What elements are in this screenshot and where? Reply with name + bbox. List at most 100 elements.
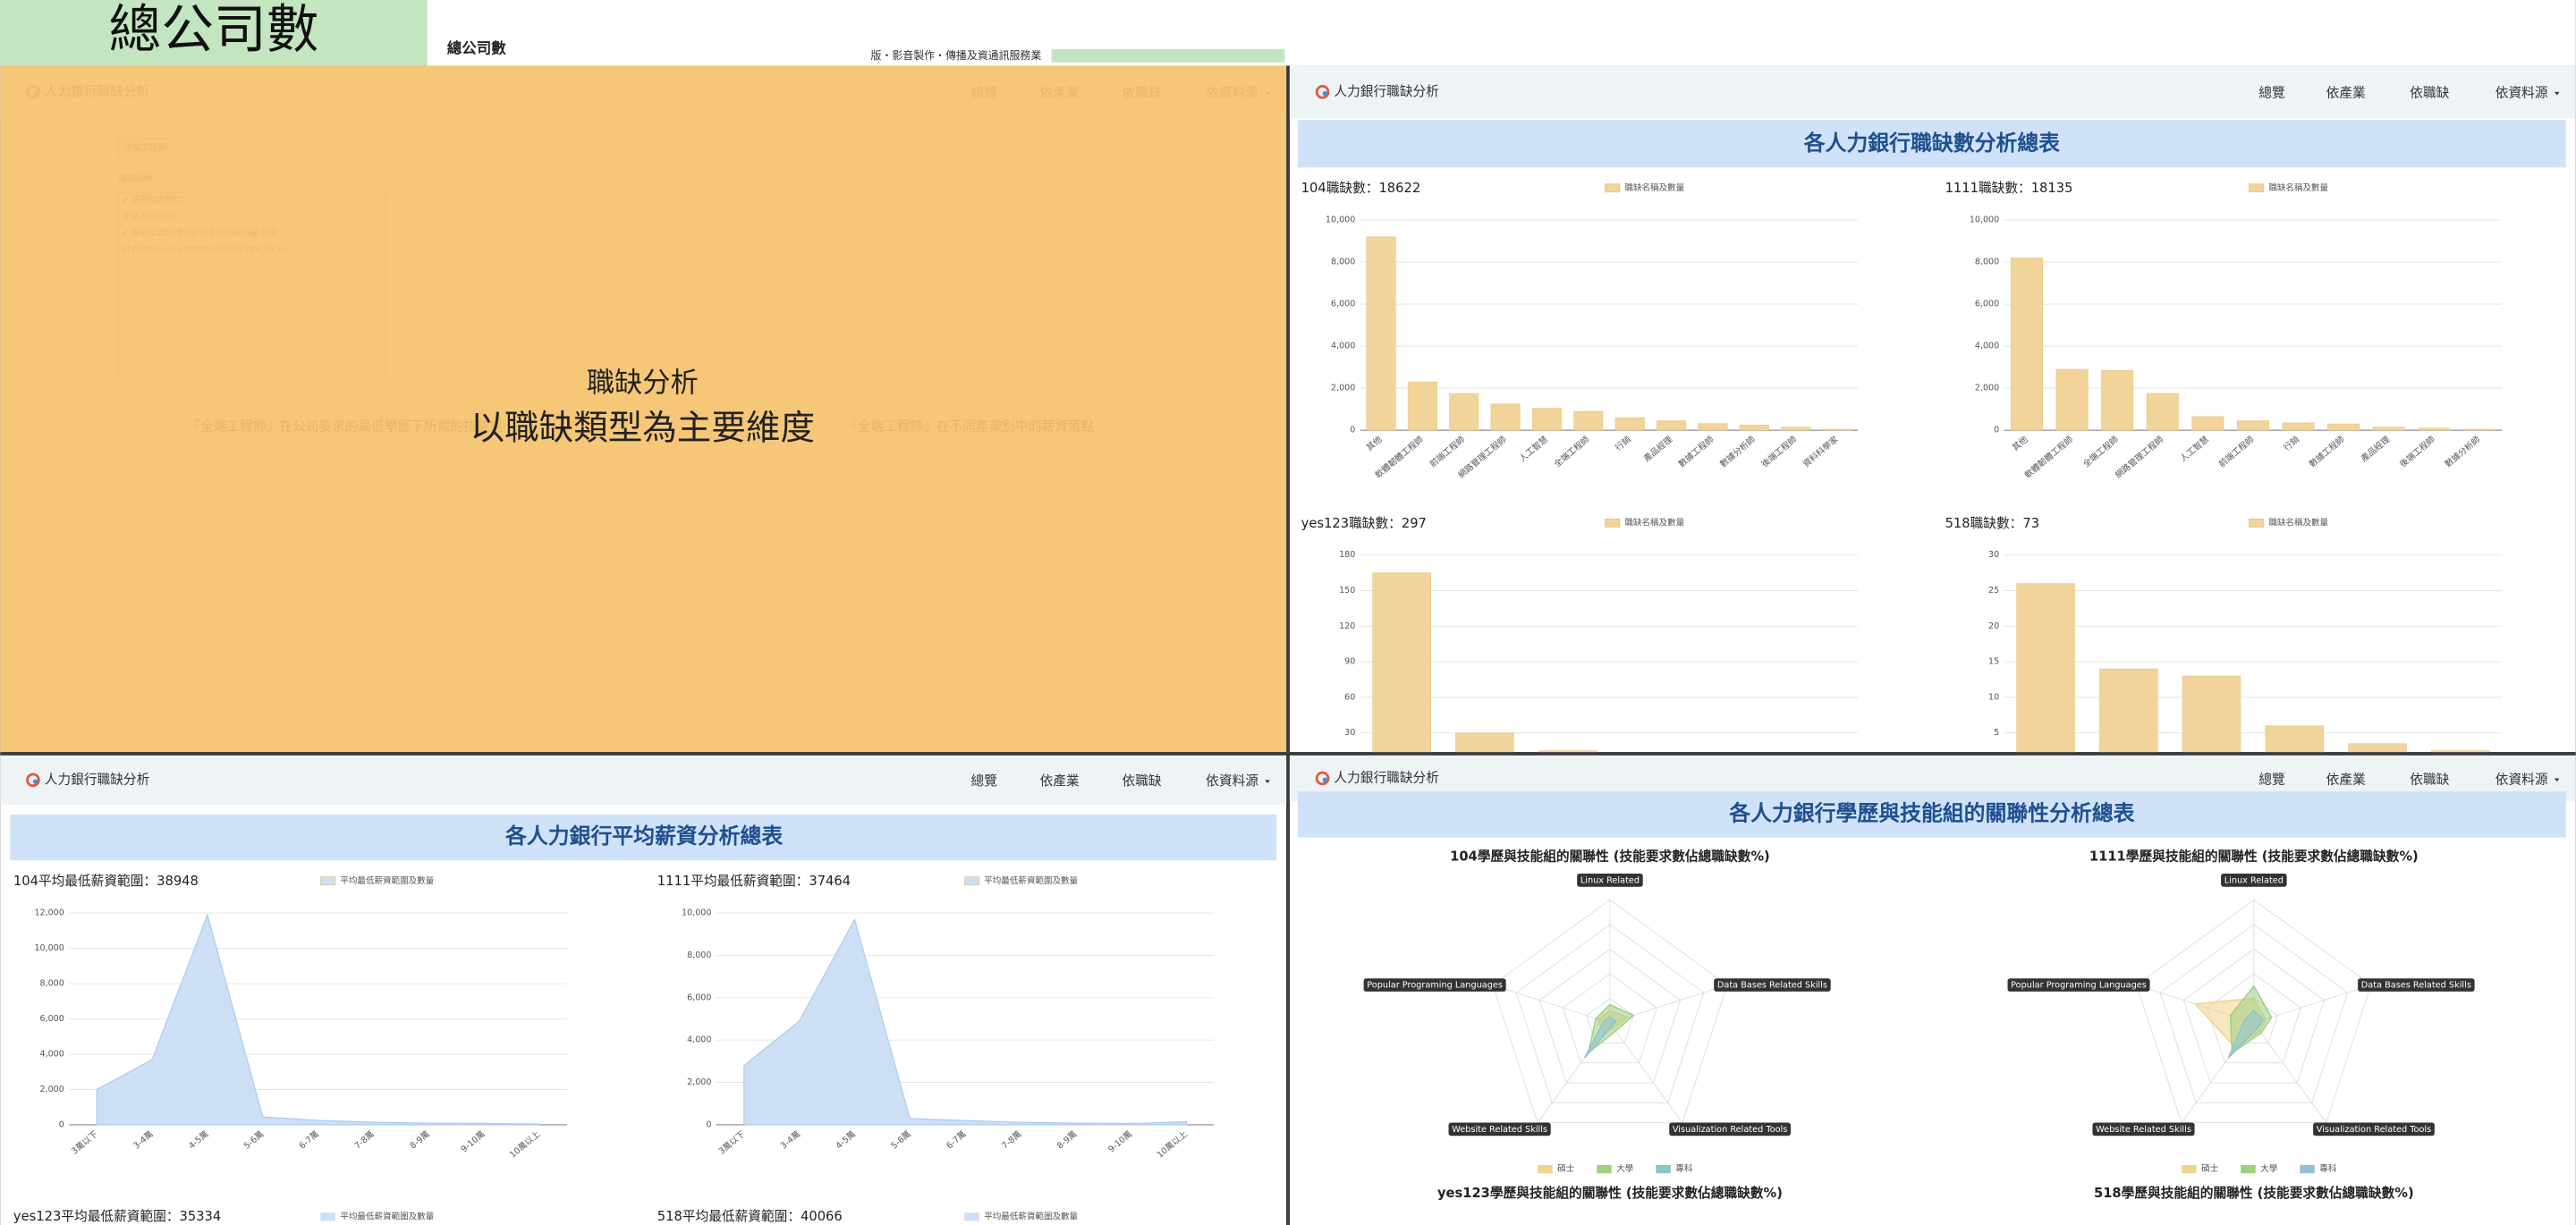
nav-item[interactable]: 總覽 — [2258, 85, 2285, 101]
legend-swatch — [2241, 1164, 2256, 1174]
legend-swatch — [1605, 519, 1621, 528]
top-bar — [1051, 49, 1285, 63]
bar — [2418, 427, 2451, 431]
radar-axis-label: Website Related Skills — [2096, 1125, 2191, 1135]
y-tick-label: 10 — [1988, 692, 1999, 702]
y-tick-label: 0 — [59, 1119, 64, 1129]
nav-item[interactable]: 依職缺 — [1123, 773, 1162, 789]
radar-ring — [2159, 924, 2349, 1103]
legend-swatch — [320, 1212, 335, 1221]
y-tick-label: 4,000 — [1975, 342, 1999, 351]
chart-label: 1111平均最低薪資範圍：37464 — [657, 873, 851, 889]
overlay-line2: 以職缺類型為主要維度 — [470, 409, 815, 449]
bar — [1614, 417, 1645, 431]
radar-axis-label: Visualization Related Tools — [2317, 1125, 2431, 1135]
radar-label-box — [2221, 873, 2287, 887]
bar — [1739, 425, 1769, 431]
section-title-bar — [10, 814, 1277, 861]
radar-label-box — [2092, 1122, 2195, 1136]
radar-title: 104學歷與技能組的關聯性 (技能要求數佔總職缺數%) — [1450, 849, 1770, 865]
dropdown-caret — [2554, 91, 2560, 96]
legend-text: 職缺名稱及數量 — [1624, 182, 1684, 193]
nav-brand: 人力銀行職缺分析 — [45, 772, 150, 787]
bar — [2146, 393, 2179, 431]
nav-item[interactable]: 依產業 — [2326, 772, 2366, 787]
nav-item[interactable]: 依產業 — [2326, 86, 2366, 101]
nav-item[interactable]: 總覽 — [971, 773, 998, 789]
y-tick-label: 60 — [1344, 692, 1355, 702]
bar — [2431, 750, 2490, 753]
radar-axis — [1492, 984, 1611, 1024]
y-tick-label: 20 — [1988, 621, 1999, 631]
nav-item[interactable]: 依資料源 — [1206, 773, 1258, 789]
nav-item[interactable]: 依產業 — [1040, 773, 1080, 789]
y-tick-label: 8,000 — [1331, 258, 1355, 267]
y-tick-label: 5 — [1994, 728, 1999, 738]
radar-axis-label: Popular Programing Languages — [1367, 981, 1503, 991]
radar-axis — [2253, 1022, 2327, 1123]
radar-axis-label: Linux Related — [2224, 875, 2284, 885]
legend-swatch — [963, 876, 980, 886]
y-tick-label: 2,000 — [687, 1077, 711, 1087]
radar-axis-label: Data Bases Related Skills — [2361, 981, 2471, 991]
legend-text: 碩士 — [2201, 1163, 2219, 1174]
logo — [1315, 85, 1330, 99]
logo-dot — [32, 779, 38, 784]
nav-item[interactable]: 依職缺 — [2410, 772, 2449, 787]
logo-dot — [1322, 90, 1328, 97]
legend-text: 碩士 — [1557, 1163, 1575, 1174]
y-tick-label: 0 — [706, 1119, 711, 1129]
bar — [2372, 427, 2405, 431]
chart-label: 104職缺數：18622 — [1301, 181, 1421, 196]
legend-text: 職缺名稱及數量 — [1624, 517, 1684, 528]
radar-label-box — [1363, 978, 1506, 992]
top-title: 總公司數 — [108, 0, 318, 60]
legend-text: 平均最低薪資範圍及數量 — [984, 875, 1078, 886]
y-tick-label: 120 — [1339, 621, 1355, 631]
radar-title: 518學歷與技能組的關聯性 (技能要求數佔總職缺數%) — [2094, 1185, 2414, 1201]
radar-label-box — [2313, 1122, 2435, 1136]
section-title: 各人力銀行平均薪資分析總表 — [504, 824, 783, 849]
section-title: 各人力銀行職缺數分析總表 — [1803, 131, 2060, 156]
y-tick-label: 25 — [1988, 586, 1999, 596]
nav-item[interactable]: 總覽 — [2258, 771, 2285, 787]
nav-item[interactable]: 依資料源 — [2496, 86, 2548, 101]
bar — [1366, 236, 1396, 431]
y-tick-label: 4,000 — [40, 1050, 64, 1060]
radar-label-box — [1448, 1122, 1551, 1136]
y-tick-label: 6,000 — [40, 1014, 64, 1024]
chart-label: 1111職缺數：18135 — [1945, 181, 2073, 196]
radar-ring — [2182, 948, 2325, 1084]
bar — [1538, 750, 1597, 753]
panel-overview: 人力銀行職缺分析總覽依產業依職缺依資料源全端工程師職缺說明：✔ 搜尋指定職位:全… — [0, 65, 1287, 753]
bar — [2348, 743, 2407, 753]
bar — [1449, 393, 1479, 431]
legend-swatch — [2300, 1164, 2315, 1174]
y-tick-label: 2,000 — [1975, 384, 1999, 393]
bar — [1455, 732, 1514, 753]
y-tick-label: 180 — [1339, 550, 1355, 560]
logo — [1315, 771, 1330, 786]
y-tick-label: 10,000 — [682, 908, 711, 918]
y-tick-label: 30 — [1344, 728, 1355, 738]
nav-item[interactable]: 依資料源 — [2496, 772, 2548, 787]
bar — [1698, 423, 1728, 431]
y-tick-label: 6,000 — [1975, 300, 1999, 309]
logo-dot — [1322, 777, 1328, 783]
nav-item[interactable]: 依職缺 — [2410, 86, 2449, 101]
legend-swatch — [320, 876, 336, 886]
bar — [1490, 403, 1521, 431]
radar-ring — [1586, 998, 1634, 1043]
section-title-bar — [1298, 120, 2566, 168]
bar — [2236, 420, 2269, 431]
legend-swatch — [2249, 183, 2265, 193]
legend-text: 平均最低薪資範圍及數量 — [984, 1211, 1078, 1221]
y-tick-label: 150 — [1339, 586, 1355, 596]
section-title-bar — [1298, 791, 2566, 838]
nav-brand: 人力銀行職缺分析 — [1334, 84, 1439, 99]
